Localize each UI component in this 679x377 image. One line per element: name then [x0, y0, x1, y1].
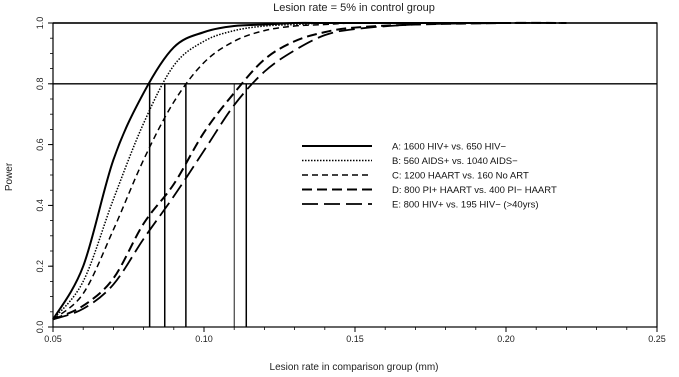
y-tick-label: 1.0	[35, 17, 45, 30]
x-tick-label: 0.25	[648, 334, 666, 344]
x-tick-label: 0.10	[195, 334, 213, 344]
chart-title: Lesion rate = 5% in control group	[273, 2, 435, 14]
y-tick-label: 0.4	[35, 199, 45, 212]
y-axis-title: Power	[4, 162, 15, 191]
x-tick-label: 0.05	[44, 334, 62, 344]
plot-area: 0.05 0.10 0.15 0.20 0.25 0.0 0.2 0.4 0.6 0.8 1.0	[35, 17, 666, 344]
x-axis-title: Lesion rate in comparison group (mm)	[270, 362, 439, 373]
x-tick-label: 0.20	[497, 334, 515, 344]
legend: A: 1600 HIV+ vs. 650 HIV− B: 560 AIDS+ vs…	[302, 142, 557, 211]
legend-label-a: A: 1600 HIV+ vs. 650 HIV−	[392, 142, 507, 153]
series-line-c	[52, 22, 506, 320]
y-tick-label: 0.8	[35, 78, 45, 91]
y-tick-label: 0.0	[35, 321, 45, 334]
series-line-b	[52, 22, 506, 320]
series-line-e	[52, 21, 567, 321]
legend-label-b: B: 560 AIDS+ vs. 1040 AIDS−	[392, 156, 518, 167]
y-tick-label: 0.2	[35, 260, 45, 273]
x-tick-label: 0.15	[346, 334, 364, 344]
legend-label-d: D: 800 PI+ HAART vs. 400 PI− HAART	[392, 185, 557, 196]
y-tick-label: 0.6	[35, 138, 45, 151]
legend-label-e: E: 800 HIV+ vs. 195 HIV− (>40yrs)	[392, 200, 539, 211]
legend-label-c: C: 1200 HAART vs. 160 No ART	[392, 171, 529, 182]
